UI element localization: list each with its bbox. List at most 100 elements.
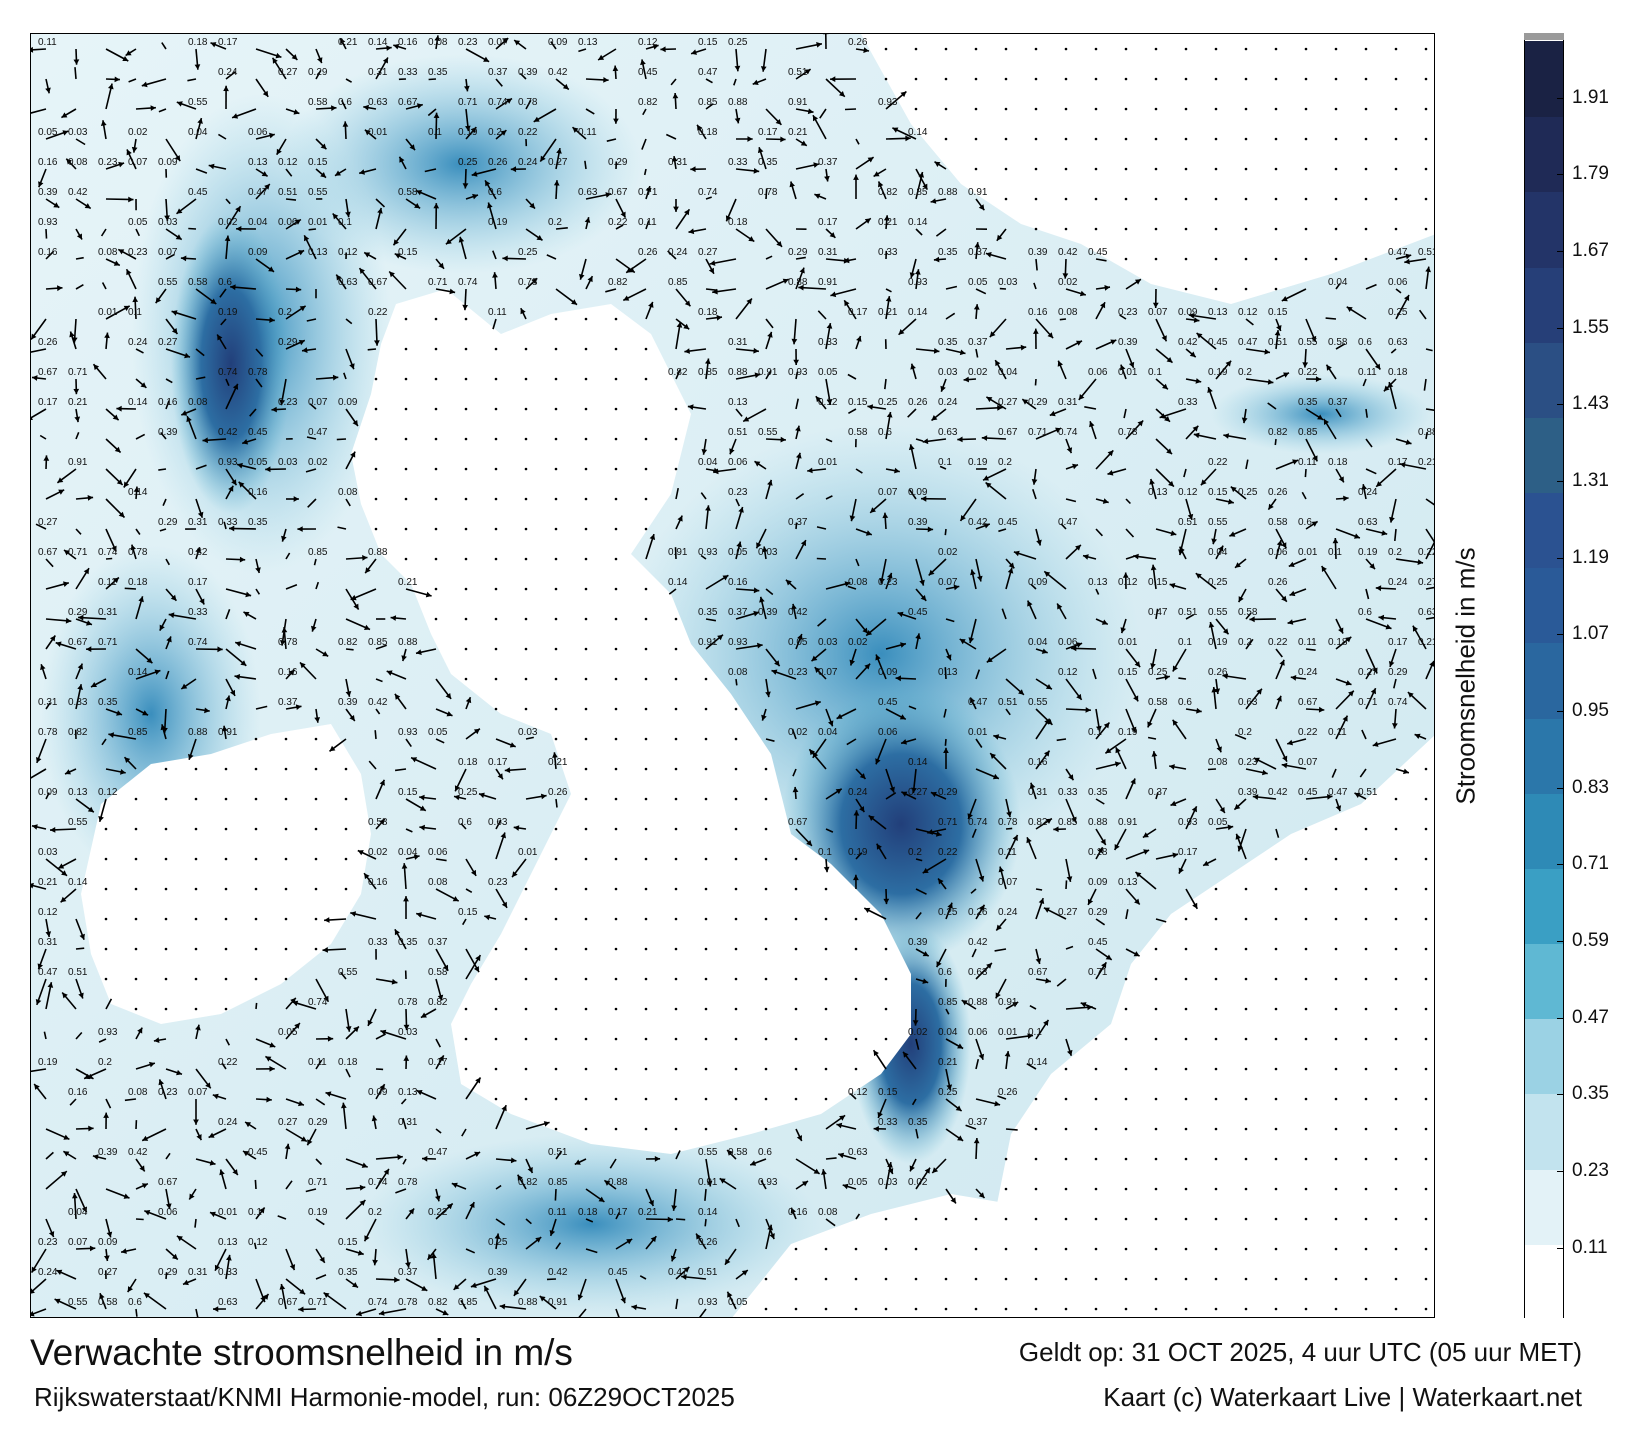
land-grid-dot	[464, 467, 468, 471]
current-arrow-head	[970, 569, 976, 576]
land-grid-dot	[884, 1037, 888, 1041]
current-arrow	[1005, 708, 1011, 716]
land-grid-dot	[1364, 137, 1368, 141]
speed-label: 0.71	[68, 367, 88, 378]
current-arrow	[308, 228, 317, 231]
speed-label: 0.29	[68, 607, 88, 618]
land-grid-dot	[674, 407, 678, 411]
current-arrow	[1335, 408, 1342, 418]
speed-label: 0.11	[1358, 367, 1377, 378]
current-arrow	[668, 588, 677, 595]
current-arrow-head	[288, 669, 295, 676]
speed-label: 0.47	[1238, 337, 1258, 348]
current-arrow-head	[654, 1156, 661, 1162]
current-arrow	[1425, 586, 1434, 590]
speed-label: 0.24	[1358, 487, 1378, 498]
speed-label: 0.11	[38, 37, 57, 48]
current-arrow-head	[446, 711, 453, 717]
current-arrow-head	[959, 349, 966, 356]
land-grid-dot	[644, 377, 648, 381]
land-grid-dot	[704, 1067, 708, 1071]
current-arrow-head	[323, 1292, 330, 1298]
current-arrow-head	[479, 792, 485, 799]
current-arrow-head	[649, 534, 656, 540]
land-grid-dot	[224, 917, 228, 921]
current-arrow	[855, 138, 860, 145]
current-arrow-head	[1281, 762, 1288, 769]
current-arrow-head	[868, 815, 875, 821]
speed-label: 0.19	[1358, 547, 1378, 558]
current-arrow	[550, 41, 557, 50]
speed-label: 0.27	[38, 517, 58, 528]
current-arrow-head	[112, 414, 119, 421]
speed-label: 0.85	[548, 1177, 568, 1188]
current-arrow-head	[802, 1181, 808, 1187]
land-grid-dot	[554, 977, 558, 981]
colorbar-tick-label: 0.83	[1572, 776, 1609, 798]
current-arrow-head	[1168, 480, 1174, 487]
land-grid-dot	[1184, 1187, 1188, 1191]
current-arrow-head	[43, 455, 50, 461]
current-arrow-head	[1405, 439, 1412, 445]
current-arrow-head	[648, 301, 654, 308]
speed-label: 0.63	[218, 1297, 238, 1308]
land-grid-dot	[1034, 1247, 1038, 1251]
land-grid-dot	[1244, 227, 1248, 231]
land-grid-dot	[1184, 137, 1188, 141]
current-arrow-head	[1133, 695, 1139, 702]
current-arrow-head	[471, 869, 477, 876]
speed-label: 0.22	[1268, 637, 1288, 648]
land-grid-dot	[1304, 1097, 1308, 1101]
speed-label: 0.63	[338, 277, 358, 288]
current-arrow-head	[266, 1096, 272, 1103]
land-grid-dot	[1214, 1217, 1218, 1221]
current-arrows	[31, 34, 1434, 1317]
current-arrow-head	[401, 655, 407, 662]
current-arrow-head	[667, 1216, 673, 1223]
land-grid-dot	[1334, 107, 1338, 111]
land-grid-dot	[704, 1007, 708, 1011]
current-arrow-head	[349, 715, 355, 721]
speed-label: 0.42	[1178, 337, 1198, 348]
current-arrow-head	[232, 113, 239, 119]
speed-label: 0.05	[968, 277, 988, 288]
current-arrow-head	[378, 1310, 385, 1316]
current-arrow-head	[118, 161, 125, 168]
current-arrow-head	[66, 158, 72, 165]
current-arrow	[400, 1098, 407, 1105]
land-grid-dot	[1034, 167, 1038, 171]
current-arrow-head	[1128, 361, 1135, 368]
current-arrow-head	[472, 193, 478, 200]
land-grid-dot	[1064, 227, 1068, 231]
speed-label: 0.91	[758, 367, 778, 378]
land-grid-dot	[1424, 977, 1428, 981]
current-arrow-head	[295, 286, 302, 293]
speed-label: 0.39	[158, 427, 178, 438]
land-grid-dot	[734, 1037, 738, 1041]
land-grid-dot	[1214, 227, 1218, 231]
land-grid-dot	[464, 347, 468, 351]
current-arrow-head	[123, 305, 130, 311]
land-grid-dot	[554, 377, 558, 381]
current-arrow-head	[239, 556, 246, 563]
current-field	[41, 54, 1431, 1314]
current-arrow-head	[304, 235, 310, 242]
current-arrow-head	[1080, 1002, 1087, 1008]
land-grid-dot	[584, 947, 588, 951]
speed-label: 0.2	[548, 217, 562, 228]
speed-label: 0.04	[398, 847, 418, 858]
current-arrow-head	[45, 87, 51, 94]
current-arrow-head	[361, 1162, 368, 1168]
current-arrow-head	[422, 1155, 428, 1162]
current-arrow-head	[856, 336, 862, 342]
land-grid-dot	[854, 1067, 858, 1071]
land-grid-dot	[854, 1247, 858, 1251]
current-arrow-head	[389, 271, 395, 278]
land-grid-dot	[824, 1037, 828, 1041]
speed-label: 0.25	[1238, 487, 1258, 498]
speed-label: 0.51	[68, 967, 88, 978]
current-arrow	[31, 1068, 47, 1073]
current-arrow-head	[767, 1224, 773, 1231]
current-arrow-head	[78, 614, 84, 621]
land-grid-dot	[1274, 887, 1278, 891]
